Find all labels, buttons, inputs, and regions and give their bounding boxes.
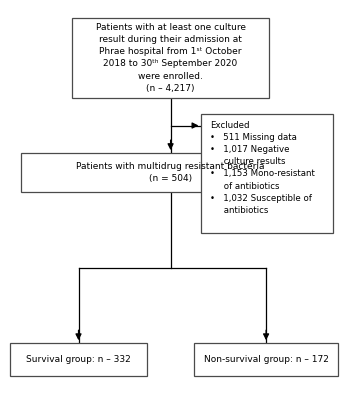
FancyBboxPatch shape bbox=[10, 343, 147, 376]
FancyBboxPatch shape bbox=[72, 18, 269, 98]
Text: Patients with multidrug resistant bacteria
(n = 504): Patients with multidrug resistant bacter… bbox=[76, 162, 265, 183]
Text: Non-survival group: n – 172: Non-survival group: n – 172 bbox=[204, 355, 329, 364]
Text: Excluded
•   511 Missing data
•   1,017 Negative
     culture results
•   1,153 : Excluded • 511 Missing data • 1,017 Nega… bbox=[210, 121, 315, 215]
FancyBboxPatch shape bbox=[195, 343, 338, 376]
Text: Survival group: n – 332: Survival group: n – 332 bbox=[26, 355, 131, 364]
FancyBboxPatch shape bbox=[21, 153, 321, 192]
Text: Patients with at least one culture
result during their admission at
Phrae hospit: Patients with at least one culture resul… bbox=[96, 23, 246, 93]
FancyBboxPatch shape bbox=[201, 114, 333, 233]
